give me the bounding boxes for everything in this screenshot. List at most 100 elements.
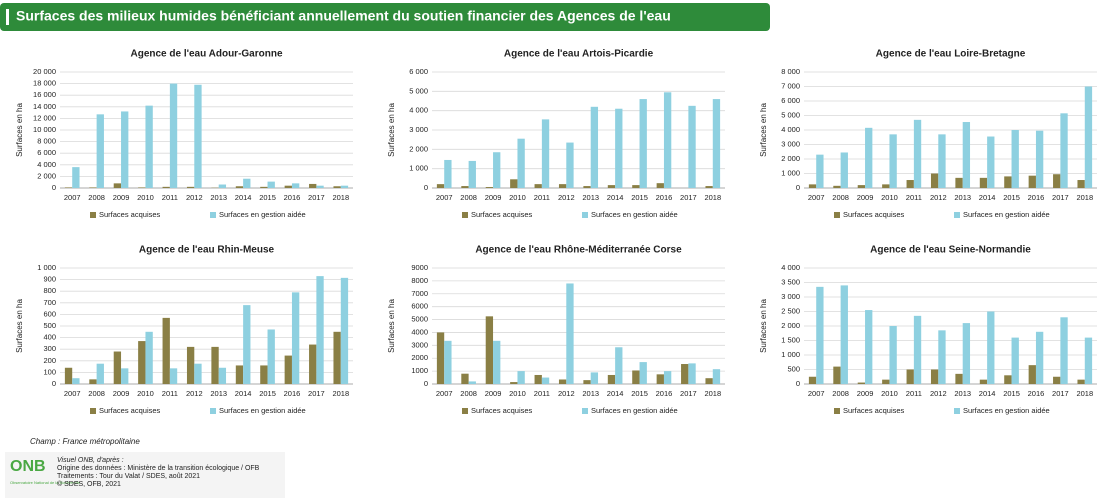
x-tick-label: 2010 (509, 389, 526, 398)
x-tick-label: 2016 (1028, 389, 1045, 398)
x-tick-label: 2008 (832, 193, 849, 202)
bar (712, 99, 721, 188)
chart-title: Agence de l'eau Rhône-Méditerranée Corse (475, 245, 682, 256)
bar (882, 184, 890, 188)
x-tick-label: 2014 (235, 193, 252, 202)
bar (955, 373, 963, 384)
x-tick-label: 2017 (680, 389, 697, 398)
bar (218, 184, 227, 188)
bar (663, 371, 672, 384)
bar (583, 186, 591, 188)
bar (607, 185, 616, 188)
bar (1035, 331, 1044, 384)
bar (865, 310, 873, 384)
bar (833, 185, 841, 188)
x-tick-label: 2008 (832, 389, 849, 398)
x-tick-label: 2018 (1076, 193, 1093, 202)
bar (333, 331, 341, 384)
y-tick-label: 2 000 (781, 321, 800, 330)
bar (517, 138, 525, 188)
x-tick-label: 2013 (954, 389, 971, 398)
x-tick-label: 2014 (607, 389, 624, 398)
legend-swatch (462, 408, 468, 414)
bar (987, 311, 995, 384)
page-title: Surfaces des milieux humides bénéficiant… (16, 8, 671, 24)
legend-swatch (90, 212, 96, 218)
bar (590, 106, 599, 188)
bar (444, 159, 452, 188)
chart-title: Agence de l'eau Seine-Normandie (870, 245, 1031, 256)
bar (615, 347, 623, 384)
y-tick-label: 1 000 (37, 263, 56, 272)
bar (340, 185, 349, 188)
bar (639, 362, 647, 384)
bar (938, 134, 946, 188)
x-tick-label: 2012 (930, 193, 947, 202)
bar (558, 379, 567, 384)
bar (938, 330, 946, 384)
x-tick-label: 2018 (704, 193, 721, 202)
bar (1035, 130, 1044, 188)
bar (89, 379, 97, 384)
x-tick-label: 2007 (64, 193, 81, 202)
legend-label: Surfaces acquises (471, 210, 533, 219)
bar (291, 183, 300, 188)
bar (566, 142, 574, 188)
x-tick-label: 2010 (881, 389, 898, 398)
bar (979, 177, 988, 188)
legend-swatch (210, 212, 216, 218)
x-tick-label: 2015 (631, 389, 648, 398)
y-tick-label: 300 (43, 344, 56, 353)
y-tick-label: 7 000 (781, 81, 800, 90)
bar (194, 84, 202, 188)
x-tick-label: 2010 (137, 389, 154, 398)
bar (663, 92, 672, 188)
x-tick-label: 2016 (284, 389, 301, 398)
bar (615, 108, 623, 188)
bar (1004, 176, 1012, 188)
y-tick-label: 3 500 (781, 277, 800, 286)
bar (688, 105, 696, 188)
bar (857, 185, 866, 188)
bar (493, 152, 501, 188)
title-banner (0, 3, 770, 31)
y-tick-label: 400 (43, 333, 56, 342)
x-tick-label: 2011 (162, 193, 178, 202)
bar (510, 179, 518, 188)
bar (906, 369, 914, 384)
legend-swatch (582, 212, 588, 218)
bar (656, 183, 664, 188)
legend-label: Surfaces acquises (99, 210, 161, 219)
legend-label: Surfaces acquises (843, 210, 905, 219)
y-tick-label: 1 500 (781, 335, 800, 344)
bar (1060, 113, 1068, 188)
bar (808, 376, 817, 384)
x-tick-label: 2011 (162, 389, 178, 398)
bar (316, 276, 324, 384)
bar (138, 187, 146, 188)
bar (64, 187, 73, 188)
y-tick-label: 7000 (411, 289, 428, 298)
y-tick-label: 16 000 (33, 90, 56, 99)
bar (444, 340, 452, 384)
x-tick-label: 2009 (857, 193, 874, 202)
y-tick-label: 3000 (411, 340, 428, 349)
bar (865, 127, 873, 188)
bar (96, 114, 104, 188)
y-tick-label: 0 (424, 379, 428, 388)
bar (267, 329, 275, 384)
bar (930, 173, 939, 188)
x-tick-label: 2012 (186, 389, 203, 398)
y-tick-label: 1 000 (409, 164, 428, 173)
bar (113, 183, 122, 188)
x-tick-label: 2008 (460, 389, 477, 398)
bar (656, 374, 664, 384)
y-tick-label: 8 000 (37, 137, 56, 146)
x-tick-label: 2007 (64, 389, 81, 398)
legend-swatch (462, 212, 468, 218)
chart-title: Agence de l'eau Rhin-Meuse (139, 245, 275, 256)
bar (930, 369, 939, 384)
y-tick-label: 18 000 (33, 79, 56, 88)
legend-label: Surfaces acquises (843, 406, 905, 415)
x-tick-label: 2016 (656, 389, 673, 398)
